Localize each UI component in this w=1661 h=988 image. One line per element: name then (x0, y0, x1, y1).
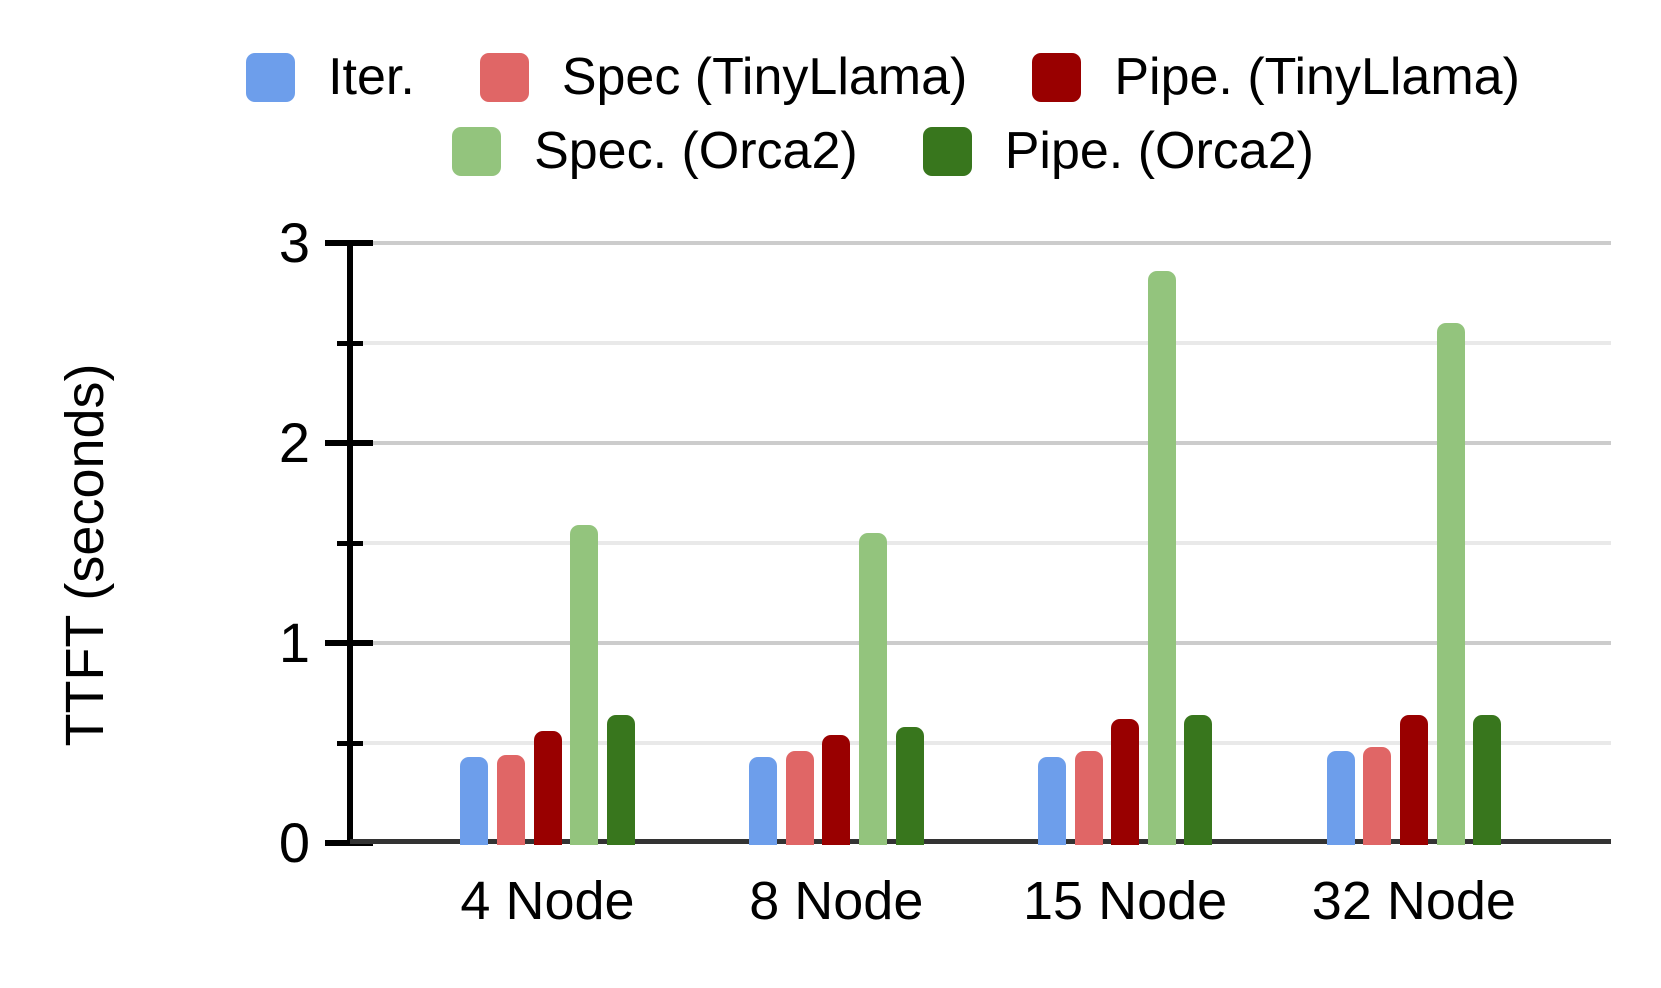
y-minor-tick-2.5 (337, 340, 363, 346)
y-major-tick-1 (325, 640, 373, 646)
bar-iter-4-node (460, 757, 489, 845)
bar-spec-tinyllama-15-node (1074, 751, 1103, 845)
legend-swatch-pipe-tinyllama (1032, 52, 1082, 102)
chart-legend: Iter. Spec (TinyLlama) Pipe. (TinyLlama) Sp… (105, 46, 1661, 182)
legend-swatch-pipe-orca2 (922, 126, 972, 176)
legend-swatch-spec-orca2 (452, 126, 502, 176)
x-axis-label-4-node: 4 Node (460, 871, 635, 931)
bar-pipe-tinyllama-4-node (533, 731, 562, 845)
x-axis-label-32-node: 32 Node (1311, 871, 1516, 931)
y-minor-tick-1.5 (337, 540, 363, 546)
bar-spec-orca2-15-node (1147, 271, 1176, 845)
legend-label-pipe-tinyllama: Pipe. (TinyLlama) (1114, 48, 1520, 106)
bar-pipe-tinyllama-8-node (822, 735, 851, 845)
gridline-2.5 (350, 341, 1611, 345)
legend-label-iter: Iter. (328, 48, 415, 106)
gridline-1 (350, 641, 1611, 645)
legend-item-spec-orca2: Spec. (Orca2) (452, 120, 858, 182)
legend-item-pipe-tinyllama: Pipe. (TinyLlama) (1032, 46, 1520, 108)
y-axis-label-3: 3 (278, 211, 310, 274)
y-axis-label-0: 0 (278, 811, 310, 874)
legend-label-spec-orca2: Spec. (Orca2) (534, 122, 858, 180)
bar-pipe-tinyllama-32-node (1399, 715, 1428, 845)
legend-swatch-iter (246, 52, 296, 102)
y-major-tick-2 (325, 440, 373, 446)
bar-spec-orca2-32-node (1436, 323, 1465, 845)
legend-swatch-spec-tinyllama (479, 52, 529, 102)
x-axis-label-8-node: 8 Node (749, 871, 924, 931)
legend-label-pipe-orca2: Pipe. (Orca2) (1004, 122, 1314, 180)
legend-item-spec-tinyllama: Spec (TinyLlama) (479, 46, 968, 108)
y-major-tick-0 (325, 840, 373, 846)
y-minor-tick-0.5 (337, 740, 363, 746)
bar-iter-8-node (749, 757, 778, 845)
bar-pipe-orca2-8-node (895, 727, 924, 845)
bar-spec-tinyllama-4-node (496, 755, 525, 845)
y-axis-label-2: 2 (278, 411, 310, 474)
y-major-tick-3 (325, 240, 373, 246)
bar-iter-15-node (1037, 757, 1066, 845)
legend-label-spec-tinyllama: Spec (TinyLlama) (561, 48, 968, 106)
x-axis-label-15-node: 15 Node (1023, 871, 1228, 931)
legend-item-iter: Iter. (246, 46, 415, 108)
bar-spec-orca2-8-node (858, 533, 887, 845)
gridline-1.5 (350, 541, 1611, 545)
bar-spec-tinyllama-8-node (785, 751, 814, 845)
bar-pipe-orca2-32-node (1473, 715, 1502, 845)
bar-pipe-orca2-15-node (1184, 715, 1213, 845)
bar-spec-orca2-4-node (570, 525, 599, 845)
legend-item-pipe-orca2: Pipe. (Orca2) (922, 120, 1314, 182)
bar-spec-tinyllama-32-node (1363, 747, 1392, 845)
gridline-0.5 (350, 741, 1611, 745)
bar-pipe-tinyllama-15-node (1111, 719, 1140, 845)
bar-iter-32-node (1326, 751, 1355, 845)
legend-row-2: Spec. (Orca2) Pipe. (Orca2) (452, 120, 1314, 182)
x-axis-line (350, 839, 1611, 844)
gridline-3 (350, 241, 1611, 245)
gridline-2 (350, 441, 1611, 445)
legend-row-1: Iter. Spec (TinyLlama) Pipe. (TinyLlama) (246, 46, 1520, 108)
y-axis-label-1: 1 (278, 611, 310, 674)
bar-pipe-orca2-4-node (606, 715, 635, 845)
